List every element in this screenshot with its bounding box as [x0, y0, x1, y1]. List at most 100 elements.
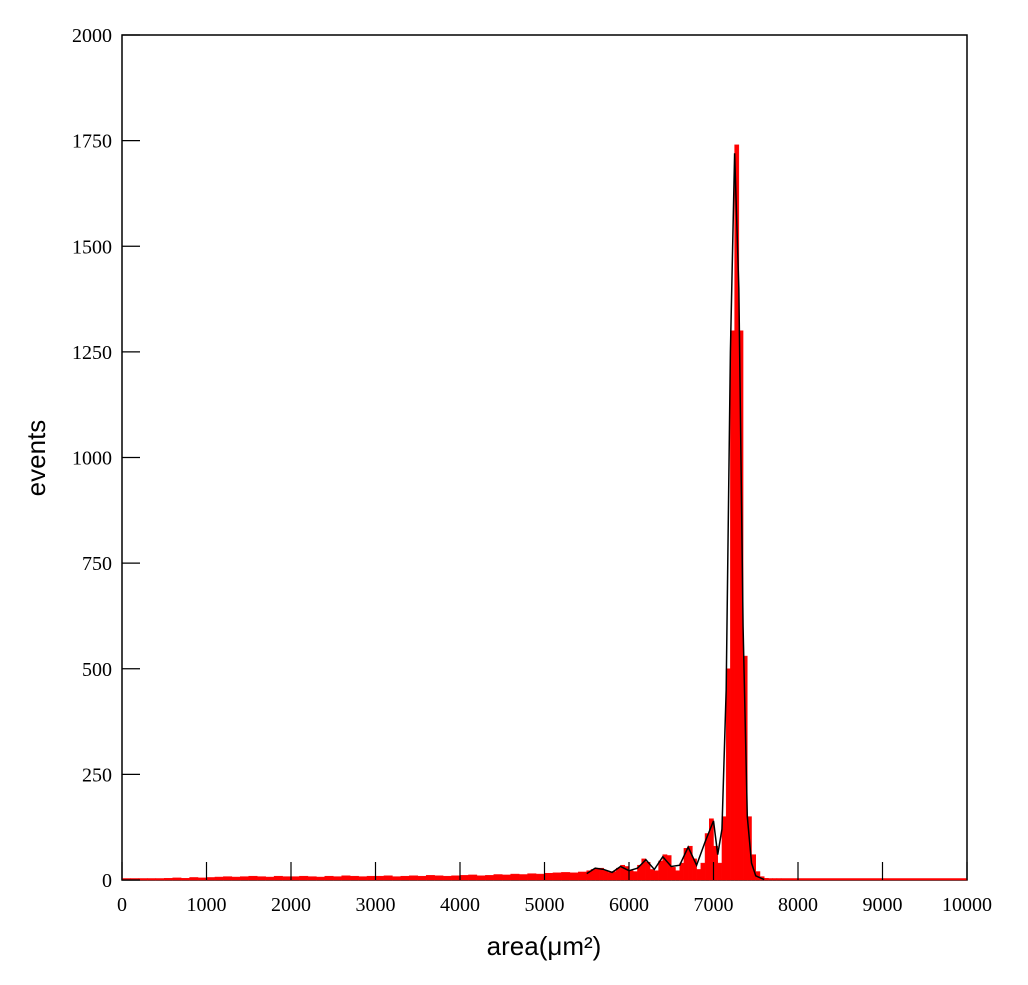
bar — [197, 877, 207, 881]
bar — [164, 878, 173, 881]
bar — [256, 876, 266, 881]
bar — [349, 875, 359, 881]
bar — [155, 878, 165, 881]
bar — [654, 870, 659, 881]
bar — [725, 668, 731, 881]
bar — [459, 875, 469, 881]
bar — [476, 875, 486, 881]
fit-line — [586, 153, 765, 881]
bar — [658, 860, 664, 881]
y-axis-label: events — [21, 420, 51, 497]
y-tick-label: 1500 — [72, 236, 112, 258]
x-tick-label: 10000 — [942, 894, 992, 916]
bar — [392, 876, 402, 881]
bar — [231, 876, 241, 881]
bar — [333, 876, 342, 881]
y-tick-label: 1750 — [72, 131, 112, 153]
bar — [434, 875, 444, 881]
bar — [358, 876, 368, 881]
bar — [594, 867, 600, 881]
bar — [316, 876, 326, 881]
x-tick-label: 8000 — [778, 894, 818, 916]
bar — [307, 876, 317, 881]
y-tick-label: 0 — [102, 870, 112, 892]
bar — [502, 874, 511, 881]
x-tick-label: 7000 — [694, 894, 734, 916]
bar — [671, 867, 676, 881]
x-tick-label: 6000 — [609, 894, 649, 916]
bar — [290, 876, 300, 881]
x-tick-label: 5000 — [525, 894, 565, 916]
bar — [552, 872, 562, 881]
bar — [493, 874, 503, 881]
bar — [248, 875, 258, 881]
bar — [485, 875, 495, 881]
bar — [180, 878, 190, 881]
bar — [527, 873, 537, 881]
y-tick-label: 250 — [82, 764, 112, 786]
bar — [240, 876, 250, 881]
bar — [561, 872, 571, 881]
bar — [299, 875, 309, 881]
bar — [666, 855, 672, 881]
x-tick-label: 9000 — [863, 894, 903, 916]
bar — [223, 876, 233, 881]
bar — [544, 872, 554, 881]
bar — [772, 878, 778, 881]
x-axis-label: area(μm²) — [487, 931, 602, 961]
bar — [607, 872, 613, 881]
bar — [730, 330, 735, 881]
bar — [763, 878, 769, 881]
bar — [189, 877, 199, 881]
y-tick-label: 500 — [82, 659, 112, 681]
bar — [282, 876, 292, 881]
bar — [425, 875, 435, 881]
bar — [632, 871, 638, 881]
bar — [147, 878, 157, 881]
bar — [265, 876, 275, 881]
bar — [400, 875, 410, 881]
bar — [417, 875, 427, 881]
bar — [768, 878, 773, 881]
bar — [747, 816, 752, 881]
bar — [409, 875, 418, 881]
bar — [518, 874, 528, 881]
bar — [696, 869, 702, 881]
bar — [451, 875, 461, 881]
y-tick-label: 1000 — [72, 448, 112, 470]
bar — [442, 875, 452, 881]
y-tick-label: 1250 — [72, 342, 112, 364]
bar — [324, 875, 334, 881]
bar — [510, 873, 520, 881]
bar — [717, 862, 723, 881]
bar — [569, 872, 579, 881]
bar — [675, 870, 680, 881]
bar — [603, 870, 609, 881]
bar — [649, 869, 655, 881]
y-tick-label: 2000 — [72, 25, 112, 47]
bar — [214, 876, 224, 881]
bar — [375, 875, 385, 881]
bar — [138, 878, 148, 881]
bar — [273, 875, 283, 881]
plot-frame — [121, 34, 968, 881]
bar — [616, 867, 621, 881]
bar — [535, 873, 545, 881]
bar — [341, 875, 351, 881]
x-tick-label: 2000 — [271, 894, 311, 916]
bar — [628, 870, 634, 881]
x-tick-label: 0 — [117, 894, 127, 916]
bar — [700, 862, 706, 881]
x-tick-label: 4000 — [440, 894, 480, 916]
bar — [776, 878, 782, 881]
bar — [468, 874, 478, 881]
x-tick-label: 1000 — [187, 894, 227, 916]
bar — [172, 877, 182, 881]
bar — [578, 871, 587, 881]
bar — [679, 862, 685, 881]
y-tick-label: 750 — [82, 553, 112, 575]
bar — [742, 655, 748, 881]
bar — [780, 878, 968, 881]
bar — [383, 875, 393, 881]
